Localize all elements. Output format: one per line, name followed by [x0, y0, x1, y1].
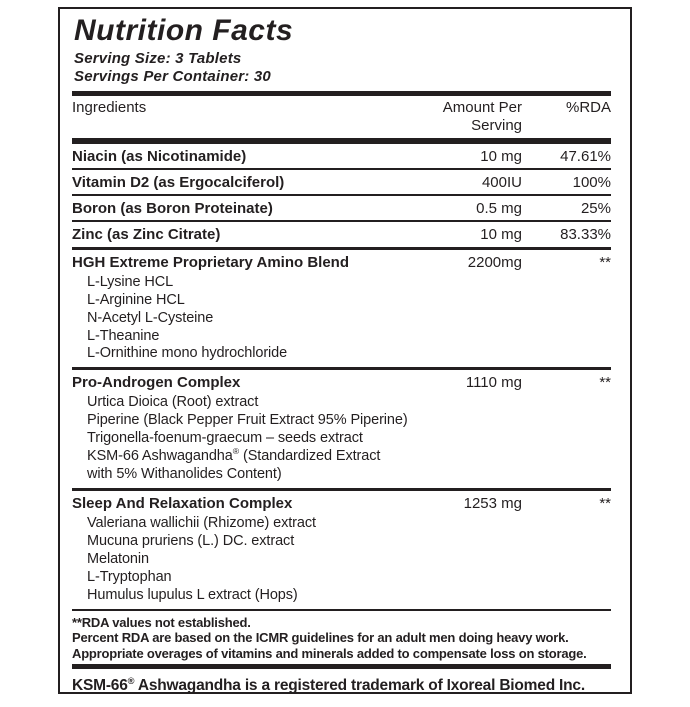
ingredient-rda: 100%: [572, 173, 611, 191]
blend-component: Piperine (Black Pepper Fruit Extract 95%…: [87, 412, 408, 429]
blend-name: HGH Extreme Proprietary Amino Blend: [72, 253, 350, 271]
blend-components: Urtica Dioica (Root) extract Piperine (Bl…: [72, 394, 611, 484]
vitamin-rows: Niacin (as Nicotinamide) 10 mg 47.61% Vitam…: [72, 144, 611, 250]
section-divider: [72, 609, 611, 612]
ingredient-rda: 47.61%: [560, 147, 611, 165]
footnote-line: Percent RDA are based on the ICMR guidel…: [72, 630, 569, 646]
blend-amount: 2200mg: [467, 253, 522, 271]
ingredient-rda: 25%: [580, 200, 611, 218]
blend-section: Pro-Androgen Complex 1110 mg ** Urtica Dioi…: [72, 370, 611, 488]
divider-thick-top: [72, 90, 611, 96]
blend-header-row: HGH Extreme Proprietary Amino Blend 2200m…: [72, 254, 611, 272]
blend-name: Sleep And Relaxation Complex: [72, 495, 293, 513]
row-divider: [72, 220, 611, 223]
blend-component: L-Arginine HCL: [87, 291, 185, 308]
ingredient-name: Niacin (as Nicotinamide): [72, 147, 247, 165]
blend-header-row: Pro-Androgen Complex 1110 mg **: [72, 374, 611, 392]
serving-info: Serving Size: 3 Tablets Servings Per Con…: [74, 50, 611, 86]
ingredient-amount: 10 mg: [480, 147, 522, 165]
footnote-line: Appropriate overages of vitamins and min…: [72, 645, 587, 661]
section-divider: [72, 367, 611, 371]
blend-component: Urtica Dioica (Root) extract: [87, 394, 259, 411]
divider-thick-bottom: [72, 664, 611, 670]
nutrition-facts-label: Nutrition Facts Serving Size: 3 Tablets …: [58, 7, 632, 694]
column-header-amount: Amount Per Serving: [442, 98, 522, 134]
column-header-rda: %RDA: [565, 98, 611, 116]
blend-component: Melatonin: [87, 551, 149, 568]
ingredient-row: Vitamin D2 (as Ergocalciferol) 400IU 100%: [72, 170, 611, 194]
column-header-ingredients: Ingredients: [72, 98, 147, 116]
ingredient-amount: 10 mg: [480, 226, 522, 244]
servings-per-container: Servings Per Container: 30: [74, 67, 271, 85]
blend-section: Sleep And Relaxation Complex 1253 mg ** Val…: [72, 491, 611, 609]
section-divider: [72, 488, 611, 492]
blend-component: Humulus lupulus L extract (Hops): [87, 587, 298, 604]
blend-amount: 1253 mg: [463, 495, 522, 513]
ingredient-amount: 400IU: [481, 173, 522, 191]
row-divider: [72, 194, 611, 197]
blend-component: L-Tryptophan: [87, 569, 172, 586]
blend-rda: **: [599, 253, 611, 271]
blend-component: KSM-66 Ashwagandha® (Standardized Extrac…: [87, 446, 381, 465]
ingredient-name: Vitamin D2 (as Ergocalciferol): [72, 173, 285, 191]
ingredient-row: Zinc (as Zinc Citrate) 10 mg 83.33%: [72, 222, 611, 246]
trademark-note: KSM-66® Ashwagandha is a registered trad…: [72, 675, 585, 694]
blend-component: Valeriana wallichii (Rhizome) extract: [87, 515, 316, 532]
ingredient-row: Niacin (as Nicotinamide) 10 mg 47.61%: [72, 144, 611, 168]
ingredient-rda: 83.33%: [560, 226, 611, 244]
row-divider: [72, 246, 611, 250]
blend-sections: HGH Extreme Proprietary Amino Blend 2200m…: [72, 250, 611, 612]
ingredient-name: Zinc (as Zinc Citrate): [72, 226, 221, 244]
blend-name: Pro-Androgen Complex: [72, 374, 241, 392]
blend-component: L-Ornithine mono hydrochloride: [87, 345, 288, 362]
blend-component: N-Acetyl L-Cysteine: [87, 309, 214, 326]
blend-component: with 5% Withanolides Content): [87, 466, 282, 483]
blend-component: Trigonella-foenum-graecum – seeds extrac…: [87, 430, 363, 447]
label-title: Nutrition Facts: [74, 14, 294, 47]
ingredient-row: Boron (as Boron Proteinate) 0.5 mg 25%: [72, 196, 611, 220]
footnote-line: **RDA values not established.: [72, 615, 251, 631]
ingredient-name: Boron (as Boron Proteinate): [72, 200, 273, 218]
divider-thick-header: [72, 137, 611, 144]
serving-size: Serving Size: 3 Tablets: [74, 49, 242, 67]
blend-component: L-Theanine: [87, 327, 160, 344]
blend-components: L-Lysine HCL L-Arginine HCL N-Acetyl L-Cys…: [72, 274, 611, 364]
blend-section: HGH Extreme Proprietary Amino Blend 2200m…: [72, 250, 611, 368]
blend-amount: 1110 mg: [465, 374, 522, 392]
row-divider: [72, 167, 611, 170]
blend-header-row: Sleep And Relaxation Complex 1253 mg **: [72, 495, 611, 513]
table-header-row: Ingredients Amount Per Serving %RDA: [72, 96, 611, 138]
blend-component: L-Lysine HCL: [87, 273, 174, 290]
blend-rda: **: [599, 374, 611, 392]
footnotes: **RDA values not established. Percent RDA…: [72, 611, 611, 664]
blend-component: Mucuna pruriens (L.) DC. extract: [87, 533, 295, 550]
ingredient-amount: 0.5 mg: [476, 200, 522, 218]
blend-components: Valeriana wallichii (Rhizome) extract Muc…: [72, 515, 611, 605]
blend-rda: **: [599, 495, 611, 513]
